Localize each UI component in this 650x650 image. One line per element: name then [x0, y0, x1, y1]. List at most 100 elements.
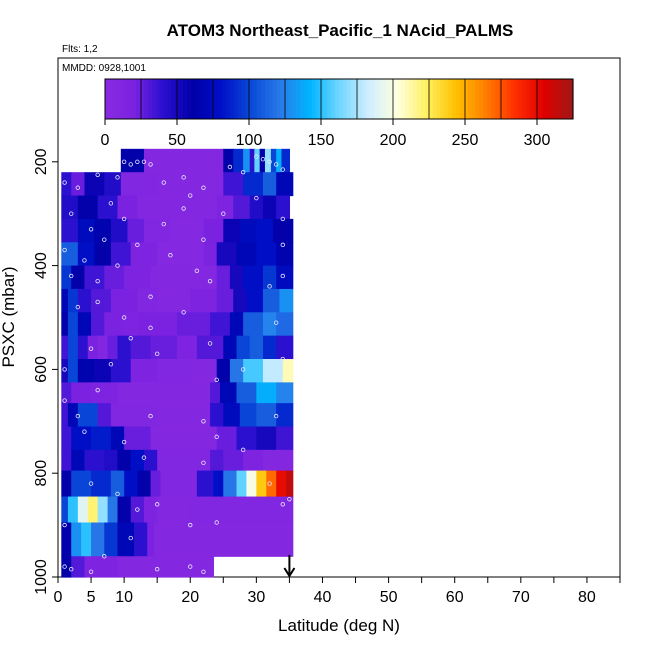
colorbar-segment — [284, 79, 289, 119]
colorbar-tick-label: 0 — [101, 132, 110, 149]
colorbar-tick-label: 250 — [452, 132, 479, 149]
colorbar-segment — [440, 79, 445, 119]
colorbar-segment — [569, 79, 574, 119]
colorbar-tick-label: 300 — [524, 132, 551, 149]
colorbar-segment — [300, 79, 305, 119]
colorbar-segment — [140, 79, 145, 119]
sample-point — [95, 172, 100, 177]
heatmap-cell — [71, 382, 92, 404]
sample-point — [88, 227, 94, 232]
colorbar-segment — [214, 79, 219, 119]
sample-point — [207, 341, 213, 346]
colorbar-segment — [370, 79, 375, 119]
colorbar-segment — [128, 79, 133, 119]
heatmap-cell — [94, 242, 112, 267]
colorbar-segment — [405, 79, 410, 119]
sample-point — [240, 169, 246, 175]
y-tick-label: 600 — [33, 356, 50, 383]
colorbar-segment — [342, 79, 348, 119]
heatmap-cell — [124, 312, 138, 337]
heatmap-cell — [216, 496, 294, 524]
heatmap-cell — [61, 312, 69, 337]
colorbar-segment — [264, 79, 270, 119]
heatmap-cell — [254, 148, 261, 173]
heatmap-cell — [210, 382, 221, 404]
heatmap-cell — [117, 556, 214, 578]
heatmap-cell — [117, 195, 138, 220]
colorbar-segment — [495, 79, 500, 119]
heatmap-cell — [117, 335, 132, 360]
colorbar-segment — [155, 79, 161, 119]
colorbar-segment — [132, 79, 137, 119]
heatmap-cell — [67, 312, 79, 337]
heatmap-cell — [223, 470, 238, 498]
colorbar-segment — [202, 79, 207, 119]
sample-point — [95, 299, 100, 305]
heatmap-cell — [272, 218, 294, 243]
colorbar-segment — [296, 79, 301, 119]
sample-point — [69, 567, 74, 572]
sample-point — [108, 201, 114, 206]
colorbar-segment — [175, 79, 180, 119]
x-axis: 0 5 10 20 30 40 50 60 70 80 — [54, 577, 621, 606]
heatmap-cell — [256, 242, 277, 267]
colorbar-segment — [307, 79, 313, 119]
colorbar-segment — [315, 79, 321, 119]
heatmap-cell — [243, 265, 264, 290]
colorbar-segment — [105, 79, 110, 119]
sample-point — [148, 294, 153, 299]
sample-point — [121, 439, 127, 445]
heatmap-cell — [104, 449, 119, 472]
y-axis: 200 400 600 800 1000 — [33, 148, 58, 595]
heatmap-cell — [124, 265, 152, 290]
colorbar-segment — [206, 79, 211, 119]
heatmap-cell — [157, 242, 205, 267]
heatmap-cell — [71, 470, 92, 498]
sample-point — [201, 237, 206, 242]
colorbar-segment — [506, 79, 512, 119]
heatmap-cell — [170, 218, 205, 243]
heatmap-cell — [203, 242, 218, 267]
heatmap-cell — [110, 426, 125, 451]
colorbar-segment — [210, 79, 215, 119]
sample-point — [82, 258, 87, 263]
heatmap-cell — [243, 148, 251, 173]
sample-point — [102, 237, 107, 242]
colorbar-segment — [393, 79, 399, 119]
sample-point — [214, 434, 219, 440]
sample-point — [62, 398, 67, 403]
sample-point — [273, 413, 279, 419]
heatmap-cell — [196, 335, 224, 360]
colorbar-segment — [280, 79, 285, 119]
sample-point — [62, 180, 67, 185]
colorbar-segment — [120, 79, 126, 119]
heatmap-cell — [61, 496, 69, 524]
colorbar-segment — [436, 79, 441, 119]
plot-frame — [57, 57, 621, 578]
colorbar-segment — [144, 79, 149, 119]
heatmap-cell — [143, 218, 171, 243]
sample-point — [201, 460, 206, 466]
colorbar-segment — [385, 79, 391, 119]
heatmap-cell — [157, 172, 224, 197]
heatmap-cell — [239, 218, 257, 243]
colorbar-segment — [268, 79, 274, 119]
colorbar-segment — [151, 79, 157, 119]
sample-point — [287, 496, 292, 502]
heatmap-cell — [94, 359, 112, 383]
colorbar-segment — [479, 79, 484, 119]
heatmap-cell — [130, 335, 152, 360]
x-tick-label: 40 — [314, 589, 332, 606]
heatmap-cell — [143, 148, 224, 173]
heatmap-cell — [61, 403, 69, 428]
heatmap-cell — [190, 496, 218, 524]
heatmap-cell — [262, 335, 277, 360]
heatmap-cell — [110, 242, 132, 267]
heatmap-cell — [276, 382, 294, 404]
colorbar-segment — [327, 79, 332, 119]
heatmap-cell — [229, 359, 244, 383]
sample-point — [240, 367, 246, 372]
colorbar-frame — [104, 78, 574, 120]
colorbar-segment — [218, 79, 223, 119]
